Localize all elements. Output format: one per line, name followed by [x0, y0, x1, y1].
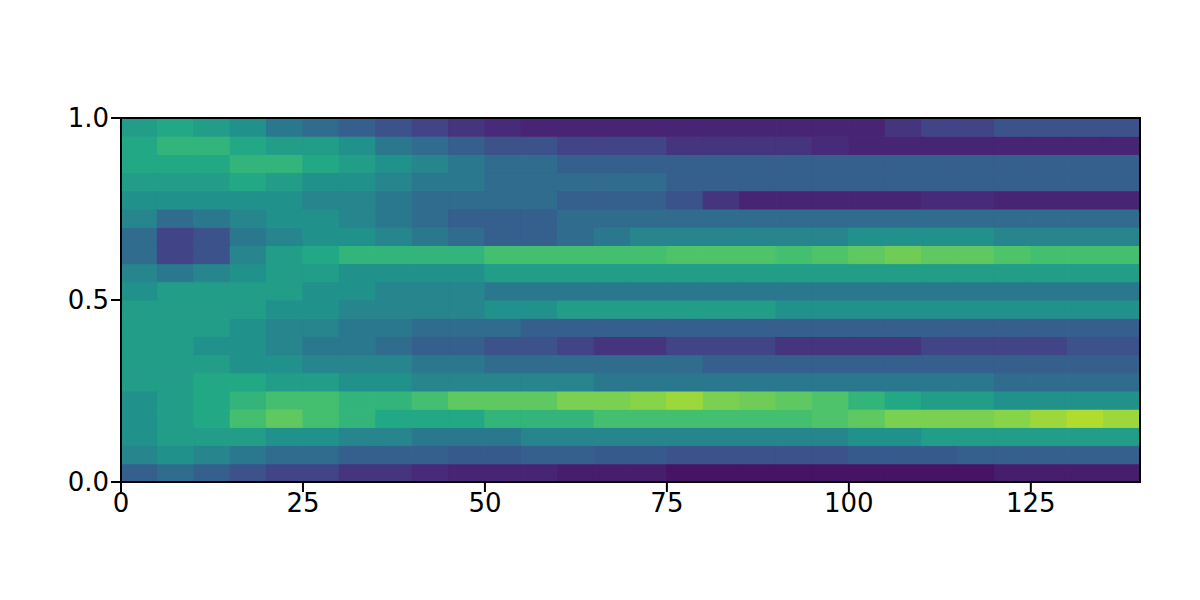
svg-text:0.0: 0.0 [68, 467, 109, 497]
svg-text:50: 50 [468, 488, 501, 518]
svg-text:75: 75 [650, 488, 683, 518]
svg-text:1.0: 1.0 [68, 103, 109, 133]
svg-text:125: 125 [1006, 488, 1056, 518]
svg-text:0: 0 [113, 488, 130, 518]
svg-text:100: 100 [824, 488, 874, 518]
svg-text:25: 25 [286, 488, 319, 518]
svg-text:0.5: 0.5 [68, 285, 109, 315]
